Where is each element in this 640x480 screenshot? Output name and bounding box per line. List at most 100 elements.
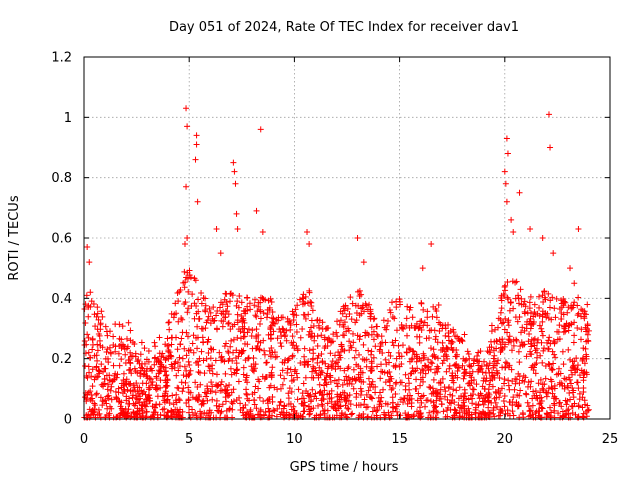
data-point: [110, 341, 117, 348]
data-point: [509, 378, 516, 385]
data-point: [570, 339, 577, 346]
data-point: [85, 334, 92, 341]
data-point: [106, 344, 113, 351]
data-point: [515, 348, 522, 355]
data-point: [585, 338, 592, 345]
data-point: [569, 358, 576, 365]
data-point: [494, 403, 501, 410]
data-point: [205, 313, 212, 320]
data-point: [185, 403, 192, 410]
data-point: [439, 339, 446, 346]
data-point: [181, 284, 188, 291]
data-point: [504, 319, 511, 326]
data-point: [550, 338, 557, 345]
data-point: [446, 399, 453, 406]
data-point: [254, 308, 261, 315]
data-point: [389, 399, 396, 406]
data-point: [503, 198, 510, 205]
data-point: [141, 360, 148, 367]
data-point: [99, 313, 106, 320]
data-point: [433, 397, 440, 404]
data-point: [412, 324, 419, 331]
data-point: [132, 353, 139, 360]
data-point: [451, 406, 458, 413]
data-point: [149, 413, 156, 420]
data-point: [213, 312, 220, 319]
data-point: [87, 412, 94, 419]
data-point: [479, 383, 486, 390]
data-point: [579, 394, 586, 401]
data-point: [185, 397, 192, 404]
data-point: [216, 403, 223, 410]
data-point: [470, 386, 477, 393]
data-point: [195, 296, 202, 303]
data-point: [306, 289, 313, 296]
data-point: [120, 370, 127, 377]
data-point: [498, 305, 505, 312]
data-point: [426, 409, 433, 416]
data-point: [184, 333, 191, 340]
data-point: [559, 348, 566, 355]
data-point: [392, 362, 399, 369]
data-point: [125, 319, 132, 326]
data-point: [475, 401, 482, 408]
data-point: [194, 334, 201, 341]
data-point: [177, 286, 184, 293]
data-point: [515, 292, 522, 299]
data-point: [89, 366, 96, 373]
data-point: [106, 372, 113, 379]
data-point: [181, 345, 188, 352]
data-point: [194, 198, 201, 205]
data-point: [182, 379, 189, 386]
data-point: [515, 370, 522, 377]
data-point: [164, 396, 171, 403]
data-point: [352, 347, 359, 354]
data-point: [416, 339, 423, 346]
data-point: [339, 332, 346, 339]
data-point: [356, 351, 363, 358]
data-point: [412, 367, 419, 374]
data-point: [343, 313, 350, 320]
data-point: [538, 325, 545, 332]
data-point: [115, 350, 122, 357]
data-point: [550, 250, 557, 257]
data-point: [318, 401, 325, 408]
data-point: [313, 395, 320, 402]
data-point: [163, 371, 170, 378]
data-point: [217, 250, 224, 257]
data-point: [234, 298, 241, 305]
data-point: [383, 326, 390, 333]
x-tick-label: 15: [391, 432, 408, 447]
data-point: [260, 309, 267, 316]
data-point: [330, 331, 337, 338]
data-point: [520, 411, 527, 418]
data-point: [571, 280, 578, 287]
data-point: [487, 409, 494, 416]
data-point: [274, 405, 281, 412]
data-point: [521, 341, 528, 348]
data-point: [521, 308, 528, 315]
data-point: [102, 355, 109, 362]
data-point: [286, 385, 293, 392]
data-point: [226, 355, 233, 362]
data-point: [289, 333, 296, 340]
data-point: [92, 323, 99, 330]
data-point: [358, 291, 365, 298]
data-point: [131, 384, 138, 391]
y-axis-label: ROTI / TECUs: [7, 195, 22, 280]
data-point: [243, 372, 250, 379]
data-point: [321, 407, 328, 414]
data-point: [363, 404, 370, 411]
data-point: [207, 345, 214, 352]
data-point: [547, 144, 554, 151]
data-point: [393, 408, 400, 415]
data-point: [395, 342, 402, 349]
data-point: [225, 319, 232, 326]
data-point: [162, 388, 169, 395]
data-point: [575, 310, 582, 317]
data-point: [319, 359, 326, 366]
data-point: [404, 303, 411, 310]
data-point: [341, 367, 348, 374]
data-point: [257, 408, 264, 415]
data-point: [544, 410, 551, 417]
